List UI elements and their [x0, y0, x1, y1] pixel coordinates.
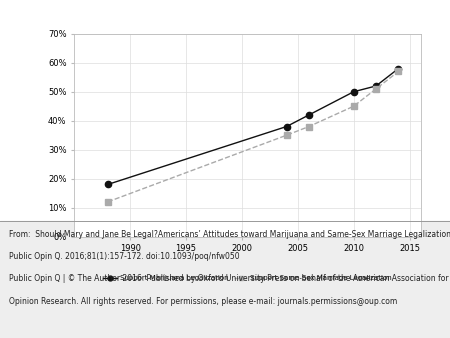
Legend: Support Marijuana Legalization, Support Same-Sex Marriage Legalization: Support Marijuana Legalization, Support …	[100, 272, 395, 284]
Text: Public Opin Q. 2016;81(1):157-172. doi:10.1093/poq/nfw050: Public Opin Q. 2016;81(1):157-172. doi:1…	[9, 252, 239, 261]
Text: From:  Should Mary and Jane Be Legal?Americans’ Attitudes toward Marijuana and S: From: Should Mary and Jane Be Legal?Amer…	[9, 230, 450, 239]
Text: Public Opin Q | © The Author 2016. Published by Oxford University Press on behal: Public Opin Q | © The Author 2016. Publi…	[9, 274, 450, 284]
Text: Opinion Research. All rights reserved. For permissions, please e-mail: journals.: Opinion Research. All rights reserved. F…	[9, 297, 397, 306]
